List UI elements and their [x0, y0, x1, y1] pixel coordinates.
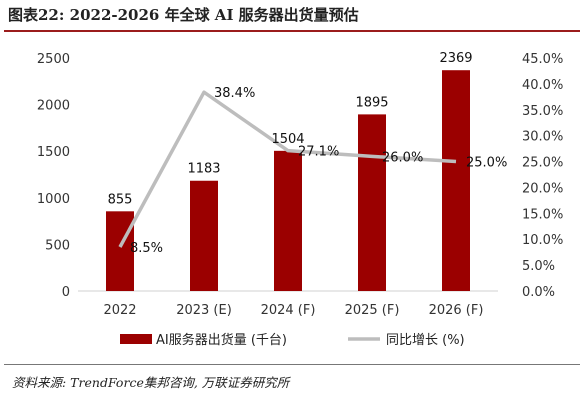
bar [358, 114, 386, 291]
y-right-tick-label: 10.0% [522, 233, 563, 248]
y-right-tick-label: 5.0% [522, 259, 555, 274]
bar [274, 150, 302, 291]
source-note: 资料来源: TrendForce集邦咨询, 万联证券研究所 [12, 375, 290, 390]
y-right-tick-label: 0.0% [522, 285, 555, 300]
chart-title: 图表22: 2022-2026 年全球 AI 服务器出货量预估 [8, 6, 359, 24]
y-right-tick-label: 35.0% [522, 104, 563, 119]
line-value-label: 27.1% [298, 145, 339, 160]
x-tick-label: 2026 (F) [429, 303, 484, 318]
x-tick-label: 2024 (F) [261, 303, 316, 318]
y-right-tick-label: 30.0% [522, 130, 563, 145]
bar-series [106, 70, 470, 291]
y-left-tick-label: 2000 [37, 99, 70, 114]
y-right-tick-label: 40.0% [522, 78, 563, 93]
y-right-tick-label: 15.0% [522, 207, 563, 222]
title-divider [4, 30, 580, 32]
legend-line-label: 同比增长 (%) [386, 333, 465, 348]
y-left-tick-label: 500 [45, 238, 70, 253]
x-tick-label: 2022 [103, 303, 136, 318]
bar [442, 70, 470, 291]
footer-divider [4, 364, 580, 365]
legend: AI服务器出货量 (千台) 同比增长 (%) [120, 332, 465, 348]
x-tick-label: 2023 (E) [176, 303, 232, 318]
bar [190, 180, 218, 291]
bar [106, 211, 134, 291]
y-left-tick-label: 0 [62, 285, 70, 300]
bar-value-label: 2369 [439, 51, 472, 66]
y-left-tick-label: 1500 [37, 145, 70, 160]
bar-value-label: 1504 [271, 132, 304, 147]
chart: 0 500 1000 1500 2000 2500 0.0% 5.0% 10.0% 15.0% 20… [37, 51, 563, 348]
y-left-tick-label: 2500 [37, 52, 70, 67]
y-right-tick-label: 20.0% [522, 181, 563, 196]
y-left-tick-label: 1000 [37, 192, 70, 207]
chart-axes: 0 500 1000 1500 2000 2500 0.0% 5.0% 10.0% 15.0% 20… [37, 52, 563, 318]
bar-value-label: 855 [108, 192, 133, 207]
line-value-label: 25.0% [466, 156, 507, 171]
y-right-tick-label: 45.0% [522, 52, 563, 67]
line-value-label: 38.4% [214, 86, 255, 101]
bar-value-label: 1183 [187, 162, 220, 177]
y-right-tick-label: 25.0% [522, 156, 563, 171]
line-series [118, 90, 457, 248]
line-value-label: 26.0% [382, 150, 423, 165]
line-value-label: 8.5% [130, 241, 163, 256]
legend-bar-swatch [120, 334, 152, 344]
legend-bar-label: AI服务器出货量 (千台) [156, 332, 287, 348]
bar-value-label: 1895 [355, 95, 388, 110]
data-labels: 855 1183 1504 1895 2369 8.5% 38.4% 27.1% 26.0% 25… [108, 51, 508, 256]
x-tick-label: 2025 (F) [345, 303, 400, 318]
